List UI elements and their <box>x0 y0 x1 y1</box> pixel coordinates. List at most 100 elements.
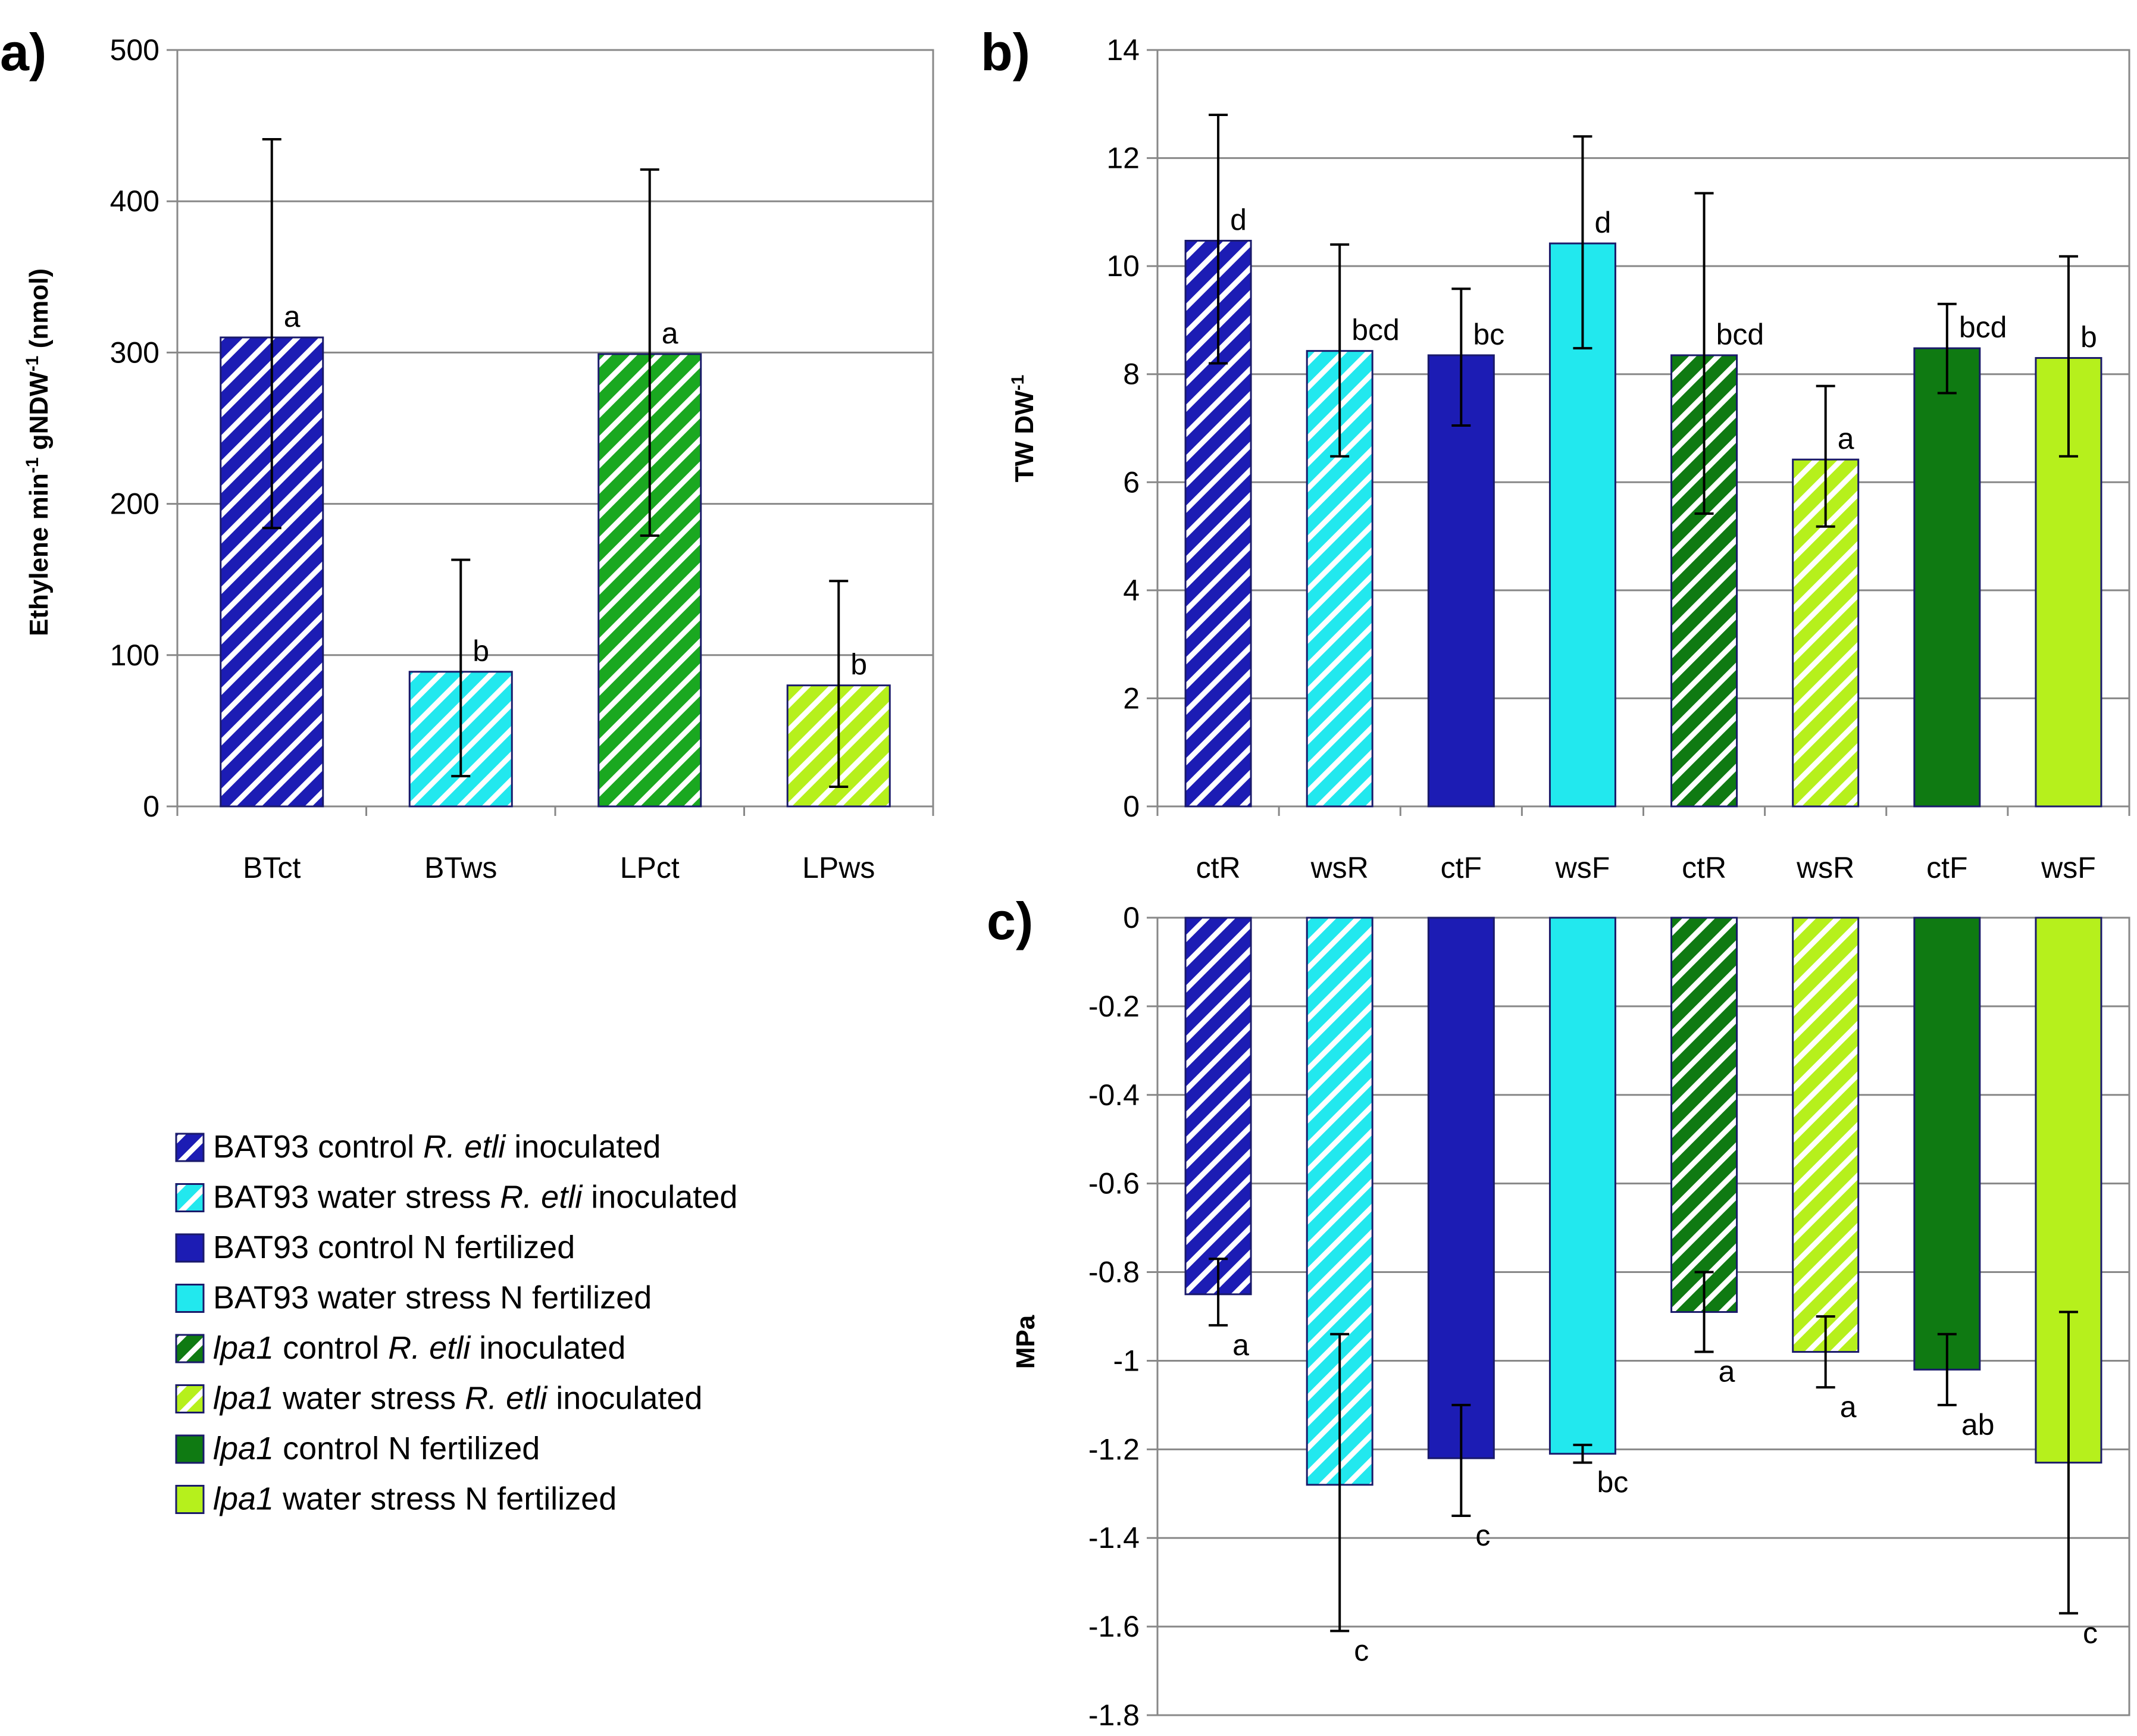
legend-label: BAT93 water stress N fertilized <box>213 1280 652 1316</box>
pc-bar <box>1792 917 1860 1353</box>
pb-ytick-label: 4 <box>1123 574 1140 607</box>
pb-significance-letter: b <box>2080 320 2097 354</box>
pa-significance-letter: a <box>662 317 678 350</box>
pb-xtick-label: wsF <box>1555 851 1610 884</box>
pb-plot-frame <box>1156 49 2130 808</box>
panel-b-label: b) <box>981 23 1030 82</box>
panel-b-ylabel: TW DW-1 <box>1008 375 1040 483</box>
pa-error-bar <box>829 580 849 788</box>
pb-xtick-label: ctF <box>1441 851 1482 884</box>
legend-item: lpa1 water stress R. etli inoculated <box>175 1381 702 1416</box>
pa-error-bar <box>451 558 471 778</box>
pa-xtick-label: LPws <box>802 851 875 884</box>
legend-swatch <box>175 1384 205 1413</box>
pc-ytick-label: -0.4 <box>1088 1078 1140 1112</box>
pc-ytick-label: -0.2 <box>1088 990 1140 1023</box>
pb-xtick-label: wsF <box>2041 851 2096 884</box>
pb-error-bar <box>1209 113 1228 365</box>
pc-ytick-label: -1.6 <box>1088 1610 1140 1643</box>
legend-item: lpa1 control R. etli inoculated <box>175 1330 625 1366</box>
pa-ytick-label: 0 <box>143 790 159 823</box>
pc-bar <box>1670 917 1738 1313</box>
pa-ytick-label: 300 <box>110 336 159 369</box>
pc-error-bar <box>1451 1403 1471 1517</box>
pb-bar <box>2035 356 2102 808</box>
legend-label: BAT93 water stress R. etli inoculated <box>213 1180 737 1215</box>
pc-significance-letter: ab <box>1961 1408 1995 1441</box>
pb-xtick-label: ctF <box>1926 851 1967 884</box>
pc-error-bar <box>1694 1271 1714 1353</box>
legend-label: BAT93 control N fertilized <box>213 1230 575 1265</box>
pa-xtick-label: BTct <box>243 851 301 884</box>
pa-significance-letter: b <box>473 634 489 668</box>
legend-label: lpa1 water stress N fertilized <box>213 1481 617 1517</box>
legend-label: BAT93 control R. etli inoculated <box>213 1129 661 1165</box>
legend-swatch <box>175 1133 205 1162</box>
pc-error-bar <box>1573 1443 1592 1464</box>
pc-significance-letter: a <box>1840 1390 1857 1424</box>
legend-item: lpa1 water stress N fertilized <box>175 1481 617 1517</box>
pc-significance-letter: a <box>1719 1355 1735 1388</box>
pc-error-bar <box>1330 1333 1350 1632</box>
pb-error-bar <box>1573 135 1592 350</box>
pb-significance-letter: bcd <box>1716 318 1764 351</box>
legend-label: lpa1 control N fertilized <box>213 1431 540 1466</box>
pc-error-bar <box>2058 1310 2078 1615</box>
pb-error-bar <box>1937 302 1957 395</box>
pb-bar <box>1913 347 1981 808</box>
legend-label: lpa1 control R. etli inoculated <box>213 1330 625 1366</box>
pb-error-bar <box>2058 255 2078 458</box>
legend-swatch <box>175 1233 205 1263</box>
pb-ytick-label: 14 <box>1106 33 1140 67</box>
pc-significance-letter: bc <box>1597 1466 1628 1499</box>
pb-significance-letter: bcd <box>1351 314 1400 347</box>
panel-a-label: a) <box>0 23 46 82</box>
pa-xtick-label: BTws <box>424 851 497 884</box>
pc-significance-letter: a <box>1232 1328 1249 1362</box>
panel-c-chart: c) a c c bc a a ab c 0 -0.2 -0.4 -0.6 -0.8 -1 -1.2 -1.… <box>987 892 2130 1732</box>
pc-bar <box>1548 917 1616 1455</box>
legend-item: BAT93 water stress N fertilized <box>175 1280 652 1316</box>
pb-error-bar <box>1330 243 1350 458</box>
pa-ytick-label: 100 <box>110 639 159 672</box>
legend-swatch <box>175 1284 205 1313</box>
pb-significance-letter: d <box>1230 203 1247 236</box>
pc-ytick-label: -1.2 <box>1088 1432 1140 1466</box>
legend-item: BAT93 control N fertilized <box>175 1230 575 1265</box>
pc-error-bar <box>1937 1333 1957 1406</box>
pc-ytick-label: -1.8 <box>1088 1699 1140 1732</box>
pb-xtick-label: ctR <box>1682 851 1726 884</box>
pb-error-bar <box>1816 384 1835 528</box>
legend-item: lpa1 control N fertilized <box>175 1431 540 1466</box>
pb-xtick-label: wsR <box>1796 851 1854 884</box>
legend-swatch <box>175 1183 205 1212</box>
pc-bar <box>1184 917 1252 1296</box>
pb-xtick-label: ctR <box>1196 851 1241 884</box>
panel-a-chart: a) a b a b 0 100 200 300 400 500 BTct BTws LPct LPw… <box>0 23 934 884</box>
pb-bar <box>1427 354 1495 808</box>
pb-ytick-label: 2 <box>1123 681 1140 715</box>
legend-swatch <box>175 1434 205 1464</box>
pc-significance-letter: c <box>1354 1634 1369 1668</box>
pa-ytick-label: 400 <box>110 184 159 218</box>
pc-ytick-label: -1 <box>1113 1344 1140 1377</box>
panel-a-ylabel: Ethylene min-1 gNDW-1 (nmol) <box>23 268 54 636</box>
pb-error-bar <box>1694 192 1714 515</box>
panel-c-ylabel: MPa <box>1011 1315 1040 1369</box>
pc-ytick-label: -0.6 <box>1088 1167 1140 1200</box>
pb-error-bar <box>1451 287 1471 427</box>
pc-significance-letter: c <box>2083 1616 2098 1650</box>
pb-ytick-label: 6 <box>1123 465 1140 499</box>
pa-significance-letter: a <box>284 300 301 333</box>
pa-ytick-label: 200 <box>110 487 159 521</box>
pb-ytick-label: 10 <box>1106 249 1140 283</box>
pc-plot-frame <box>1156 917 2130 1716</box>
pc-bar <box>1913 917 1981 1371</box>
pb-xtick-label: wsR <box>1310 851 1369 884</box>
pc-error-bar <box>1816 1315 1835 1389</box>
pb-ytick-label: 12 <box>1106 142 1140 175</box>
pb-significance-letter: bcd <box>1959 311 2007 344</box>
pc-bar <box>1427 917 1495 1459</box>
